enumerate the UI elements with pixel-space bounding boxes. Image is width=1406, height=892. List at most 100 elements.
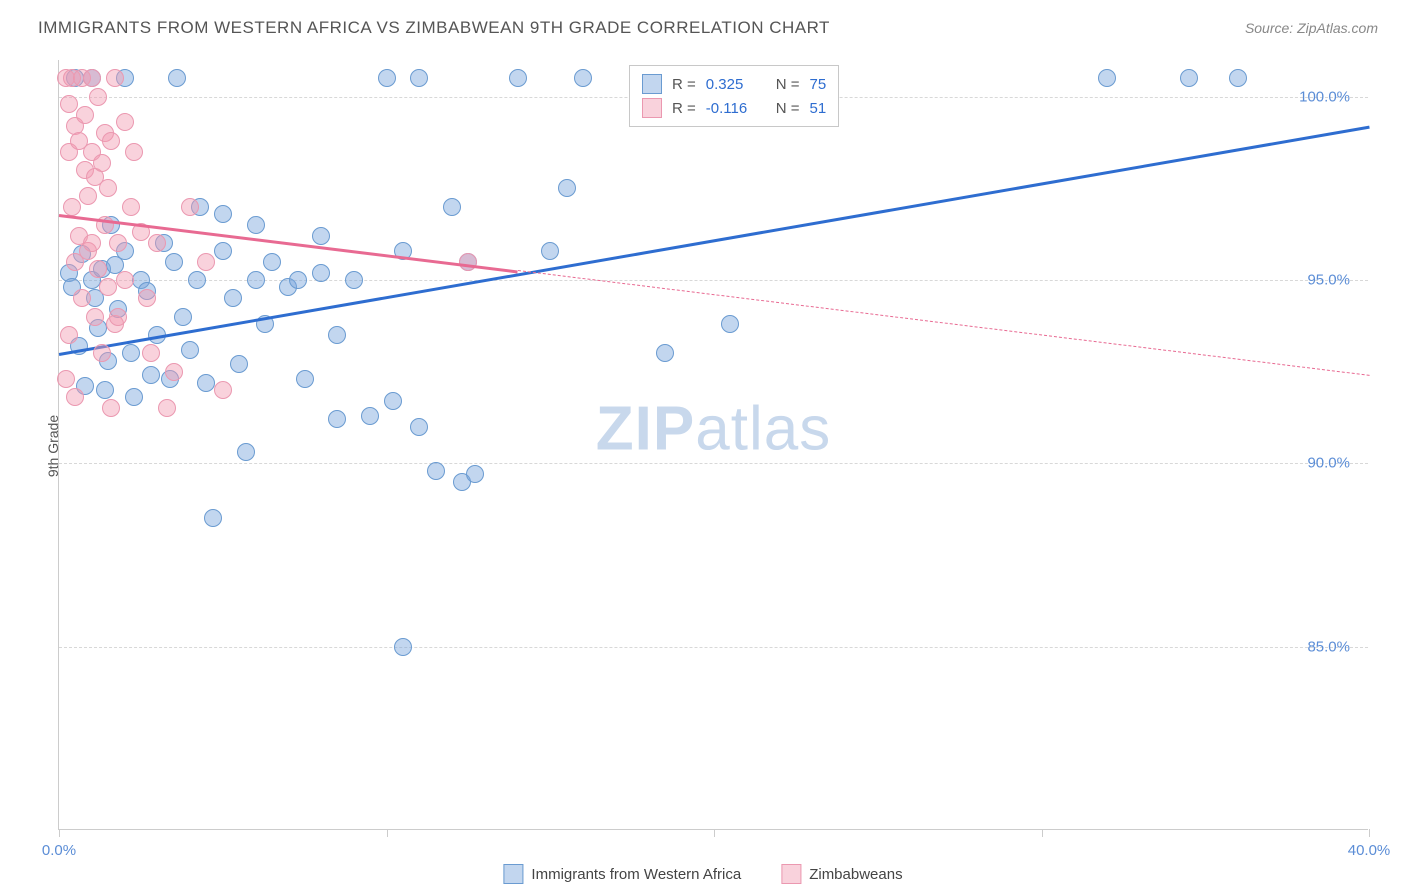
data-point <box>466 465 484 483</box>
data-point <box>459 253 477 271</box>
data-point <box>188 271 206 289</box>
data-point <box>541 242 559 260</box>
xtick <box>387 829 388 837</box>
data-point <box>96 381 114 399</box>
legend-N-value: 75 <box>810 76 827 93</box>
data-point <box>214 205 232 223</box>
data-point <box>204 509 222 527</box>
data-point <box>263 253 281 271</box>
data-point <box>83 234 101 252</box>
legend-swatch <box>642 98 662 118</box>
data-point <box>142 344 160 362</box>
watermark: ZIPatlas <box>596 394 831 465</box>
gridline <box>59 647 1368 648</box>
data-point <box>142 366 160 384</box>
data-point <box>394 638 412 656</box>
xtick <box>1042 829 1043 837</box>
legend-stats-row: R =0.325N =75 <box>642 72 826 96</box>
data-point <box>165 363 183 381</box>
data-point <box>93 344 111 362</box>
data-point <box>158 399 176 417</box>
data-point <box>289 271 307 289</box>
data-point <box>443 198 461 216</box>
data-point <box>57 370 75 388</box>
data-point <box>79 187 97 205</box>
data-point <box>125 143 143 161</box>
data-point <box>574 69 592 87</box>
data-point <box>63 198 81 216</box>
legend-item: Zimbabweans <box>781 864 902 884</box>
legend-swatch <box>503 864 523 884</box>
data-point <box>83 69 101 87</box>
ytick-label: 90.0% <box>1307 455 1350 472</box>
data-point <box>181 198 199 216</box>
data-point <box>122 344 140 362</box>
data-point <box>214 381 232 399</box>
data-point <box>168 69 186 87</box>
data-point <box>138 289 156 307</box>
data-point <box>89 260 107 278</box>
data-point <box>109 234 127 252</box>
legend-R-value: 0.325 <box>706 76 766 93</box>
data-point <box>86 308 104 326</box>
data-point <box>181 341 199 359</box>
data-point <box>361 407 379 425</box>
data-point <box>410 69 428 87</box>
data-point <box>73 289 91 307</box>
data-point <box>247 216 265 234</box>
data-point <box>721 315 739 333</box>
gridline <box>59 463 1368 464</box>
data-point <box>214 242 232 260</box>
legend-item: Immigrants from Western Africa <box>503 864 741 884</box>
legend-swatch <box>642 74 662 94</box>
data-point <box>60 95 78 113</box>
data-point <box>1229 69 1247 87</box>
data-point <box>378 69 396 87</box>
data-point <box>66 388 84 406</box>
ytick-label: 85.0% <box>1307 638 1350 655</box>
data-point <box>247 271 265 289</box>
data-point <box>558 179 576 197</box>
xtick-label: 40.0% <box>1348 842 1391 859</box>
data-point <box>99 179 117 197</box>
data-point <box>106 69 124 87</box>
xtick <box>1369 829 1370 837</box>
data-point <box>224 289 242 307</box>
trend-line <box>59 126 1369 356</box>
legend-label: Zimbabweans <box>809 866 902 883</box>
data-point <box>148 234 166 252</box>
xtick <box>59 829 60 837</box>
data-point <box>296 370 314 388</box>
chart-source: Source: ZipAtlas.com <box>1245 20 1378 36</box>
data-point <box>76 106 94 124</box>
data-point <box>60 326 78 344</box>
data-point <box>328 326 346 344</box>
data-point <box>93 154 111 172</box>
data-point <box>99 278 117 296</box>
data-point <box>230 355 248 373</box>
chart-title: IMMIGRANTS FROM WESTERN AFRICA VS ZIMBAB… <box>38 18 830 38</box>
data-point <box>345 271 363 289</box>
data-point <box>237 443 255 461</box>
legend-R-value: -0.116 <box>706 100 766 117</box>
legend-stats: R =0.325N =75R =-0.116N =51 <box>629 65 839 127</box>
data-point <box>1180 69 1198 87</box>
data-point <box>427 462 445 480</box>
data-point <box>109 308 127 326</box>
legend-N-label: N = <box>776 76 800 93</box>
data-point <box>312 264 330 282</box>
legend-swatch <box>781 864 801 884</box>
data-point <box>165 253 183 271</box>
legend-bottom: Immigrants from Western Africa Zimbabwean… <box>503 864 902 884</box>
ytick-label: 100.0% <box>1299 88 1350 105</box>
legend-N-label: N = <box>776 100 800 117</box>
trend-line-dash <box>517 270 1369 376</box>
data-point <box>1098 69 1116 87</box>
data-point <box>122 198 140 216</box>
data-point <box>328 410 346 428</box>
data-point <box>197 374 215 392</box>
ytick-label: 95.0% <box>1307 272 1350 289</box>
data-point <box>102 132 120 150</box>
data-point <box>125 388 143 406</box>
data-point <box>656 344 674 362</box>
